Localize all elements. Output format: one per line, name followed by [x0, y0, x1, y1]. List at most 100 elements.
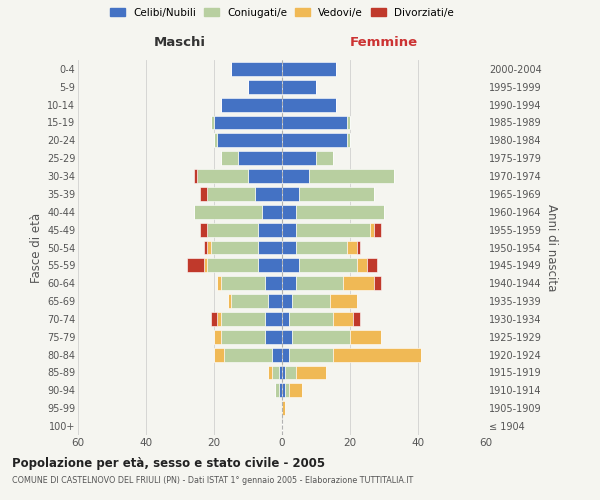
Bar [197, 169, 248, 183]
Bar [296, 205, 384, 219]
Bar [329, 294, 357, 308]
Bar [357, 258, 367, 272]
Bar [194, 205, 262, 219]
Text: COMUNE DI CASTELNOVO DEL FRIULI (PN) - Dati ISTAT 1° gennaio 2005 - Elaborazione: COMUNE DI CASTELNOVO DEL FRIULI (PN) - D… [12, 476, 413, 485]
Bar [217, 276, 221, 290]
Bar [282, 151, 316, 165]
Bar [262, 205, 282, 219]
Bar [316, 151, 333, 165]
Bar [282, 294, 292, 308]
Bar [286, 384, 289, 398]
Bar [282, 134, 347, 147]
Bar [282, 312, 289, 326]
Bar [221, 151, 238, 165]
Bar [282, 187, 299, 201]
Bar [207, 240, 211, 254]
Bar [374, 222, 380, 236]
Bar [214, 330, 221, 344]
Bar [214, 116, 282, 130]
Bar [299, 258, 357, 272]
Bar [296, 240, 347, 254]
Text: Popolazione per età, sesso e stato civile - 2005: Popolazione per età, sesso e stato civil… [12, 458, 325, 470]
Bar [296, 222, 370, 236]
Legend: Celibi/Nubili, Coniugati/e, Vedovi/e, Divorziati/e: Celibi/Nubili, Coniugati/e, Vedovi/e, Di… [110, 8, 454, 18]
Bar [292, 294, 329, 308]
Bar [265, 276, 282, 290]
Bar [299, 187, 374, 201]
Bar [207, 258, 258, 272]
Text: Femmine: Femmine [350, 36, 418, 50]
Bar [265, 330, 282, 344]
Bar [309, 169, 394, 183]
Bar [268, 366, 272, 380]
Bar [333, 348, 421, 362]
Y-axis label: Anni di nascita: Anni di nascita [545, 204, 559, 291]
Bar [275, 384, 278, 398]
Bar [289, 348, 333, 362]
Bar [255, 187, 282, 201]
Bar [194, 169, 197, 183]
Bar [248, 80, 282, 94]
Bar [200, 187, 207, 201]
Bar [296, 366, 326, 380]
Bar [292, 330, 350, 344]
Bar [343, 276, 374, 290]
Bar [258, 240, 282, 254]
Bar [350, 330, 380, 344]
Bar [258, 222, 282, 236]
Bar [282, 348, 289, 362]
Bar [200, 222, 207, 236]
Bar [278, 366, 282, 380]
Bar [224, 348, 272, 362]
Bar [187, 258, 204, 272]
Bar [265, 312, 282, 326]
Bar [268, 294, 282, 308]
Bar [289, 312, 333, 326]
Bar [211, 240, 258, 254]
Bar [282, 222, 296, 236]
Bar [289, 384, 302, 398]
Bar [286, 366, 296, 380]
Y-axis label: Fasce di età: Fasce di età [29, 212, 43, 282]
Bar [221, 276, 265, 290]
Bar [282, 401, 286, 415]
Bar [367, 258, 377, 272]
Bar [272, 366, 278, 380]
Bar [278, 384, 282, 398]
Bar [248, 169, 282, 183]
Bar [374, 276, 380, 290]
Bar [282, 276, 296, 290]
Bar [272, 348, 282, 362]
Bar [282, 330, 292, 344]
Bar [258, 258, 282, 272]
Bar [214, 348, 224, 362]
Bar [296, 276, 343, 290]
Bar [204, 240, 207, 254]
Bar [238, 151, 282, 165]
Bar [231, 62, 282, 76]
Bar [204, 258, 207, 272]
Bar [333, 312, 353, 326]
Bar [347, 240, 357, 254]
Bar [370, 222, 374, 236]
Bar [282, 258, 299, 272]
Bar [282, 80, 316, 94]
Bar [282, 366, 286, 380]
Bar [217, 312, 221, 326]
Bar [221, 98, 282, 112]
Bar [207, 222, 258, 236]
Bar [282, 205, 296, 219]
Bar [214, 134, 217, 147]
Bar [231, 294, 268, 308]
Text: Maschi: Maschi [154, 36, 206, 50]
Bar [282, 98, 337, 112]
Bar [211, 116, 214, 130]
Bar [282, 384, 286, 398]
Bar [221, 312, 265, 326]
Bar [217, 134, 282, 147]
Bar [282, 116, 347, 130]
Bar [221, 330, 265, 344]
Bar [282, 240, 296, 254]
Bar [207, 187, 255, 201]
Bar [227, 294, 231, 308]
